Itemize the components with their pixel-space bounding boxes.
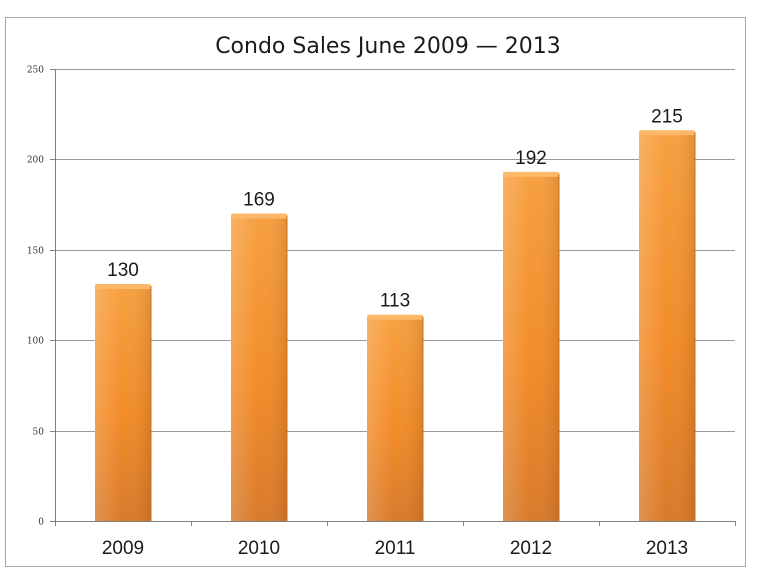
data-label-2011: 113 [380,291,410,312]
bar-shading [639,132,695,521]
y-tick-label: 200 [27,156,44,166]
bars [95,130,696,521]
y-tick-label: 50 [33,428,45,438]
x-tick-label-2009: 2009 [102,538,144,559]
bar-cap [367,314,423,320]
x-tick-label-2013: 2013 [646,538,688,559]
x-tick-label-2011: 2011 [375,538,416,559]
data-label-2009: 130 [107,260,139,281]
y-tick-label: 250 [27,66,44,76]
data-label-2013: 215 [651,106,683,127]
y-tick-label: 0 [38,518,44,528]
bar-shading [367,316,423,521]
chart-title: Condo Sales June 2009 — 2013 [215,34,561,59]
bar-cap [231,213,287,219]
axes [50,69,736,526]
bar-cap [639,130,695,136]
bar-2013 [639,130,696,521]
bar-cap [95,283,151,289]
bar-2012 [503,171,560,521]
data-label-2010: 169 [243,189,275,210]
bar-2011 [367,314,424,521]
y-tick-label: 150 [27,247,44,257]
y-tick-label: 100 [27,337,44,347]
bar-shading [95,285,151,521]
bar-cap [503,171,559,177]
x-tick-label-2010: 2010 [238,538,280,559]
labels: 0 50 100 150 200 250 130 2009 169 2010 113 2011 192 2… [27,66,688,560]
x-tick-label-2012: 2012 [510,538,552,559]
bar-2010 [231,213,288,521]
bar-2009 [95,283,152,521]
data-label-2012: 192 [515,148,547,169]
bar-shading [503,173,559,521]
bar-shading [231,215,287,521]
